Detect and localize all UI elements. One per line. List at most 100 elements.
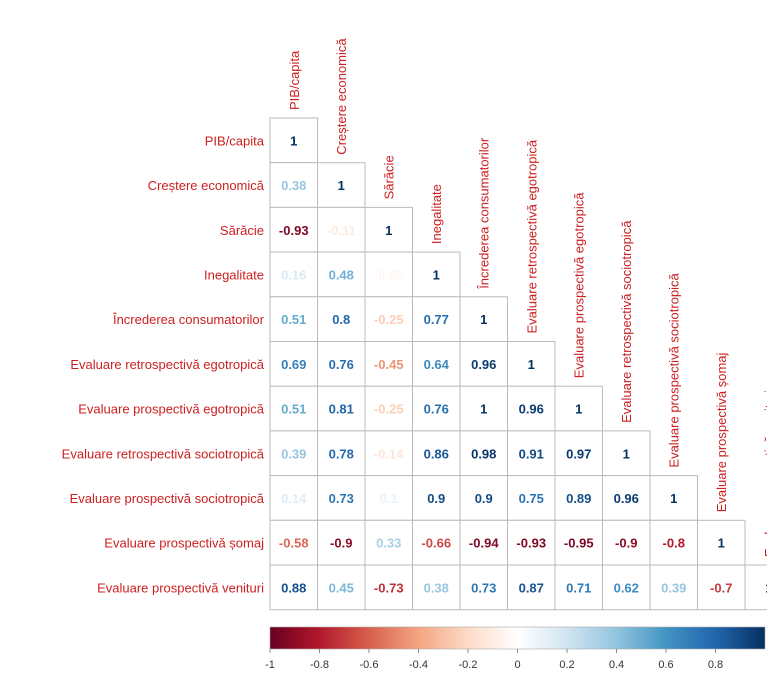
cell-r10-c4: [459, 564, 508, 611]
cell-r8-c5: [507, 475, 556, 521]
row-label-8: Evaluare prospectivă sociotropică: [70, 491, 265, 506]
cell-value-r9-c9: 1: [718, 536, 725, 551]
cell-value-r4-c1: 0.8: [332, 312, 350, 327]
column-label-2: Sărăcie: [382, 155, 397, 199]
column-label-9: Evaluare prospectivă șomaj: [714, 353, 729, 513]
column-label-6: Evaluare prospectivă egotropică: [572, 192, 587, 378]
cell-value-r8-c4: 0.9: [475, 491, 493, 506]
column-label-8: Evaluare prospectivă sociotropică: [667, 272, 682, 467]
cell-r5-c4: [459, 341, 508, 387]
cell-r10-c8: [649, 564, 698, 611]
cell-value-r8-c5: 0.75: [519, 491, 544, 506]
cell-value-r3-c2: -0.05: [374, 267, 404, 282]
cell-r6-c1: [317, 385, 366, 432]
cell-r3-c1: [317, 251, 366, 298]
cell-r9-c4: [459, 519, 508, 566]
cell-r6-c6: [554, 385, 603, 432]
cell-value-r10-c9: -0.7: [710, 580, 732, 595]
cell-r9-c7: [602, 519, 651, 566]
cell-value-r6-c0: 0.51: [281, 402, 306, 417]
colorbar-tick-label-5: 0: [514, 659, 520, 671]
cell-value-r8-c8: 1: [670, 491, 677, 506]
cell-r9-c9: [697, 519, 746, 566]
cell-value-r9-c8: -0.8: [663, 536, 685, 551]
cell-r2-c2: [364, 206, 413, 253]
cell-value-r8-c2: 0.1: [380, 491, 398, 506]
row-label-3: Inegalitate: [204, 267, 264, 282]
cell-value-r7-c0: 0.39: [281, 446, 306, 461]
colorbar-gradient: [269, 626, 766, 650]
row-label-10: Evaluare prospectivă venituri: [97, 580, 264, 595]
cell-value-r10-c7: 0.62: [614, 580, 639, 595]
cell-r9-c1: [317, 519, 366, 566]
row-label-9: Evaluare prospectivă șomaj: [104, 536, 264, 551]
cell-r6-c5: [507, 385, 556, 432]
cell-value-r7-c4: 0.98: [471, 446, 496, 461]
colorbar-tick-label-1: -0.8: [310, 659, 329, 671]
colorbar-tick-label-2: -0.6: [360, 659, 379, 671]
cell-value-r6-c1: 0.81: [329, 402, 354, 417]
row-label-4: Încrederea consumatorilor: [112, 312, 265, 327]
cell-value-r9-c4: -0.94: [469, 536, 499, 551]
colorbar-tick-label-0: -1: [265, 659, 275, 671]
colorbar-tick-label-6: 0.2: [559, 659, 574, 671]
cell-value-r1-c1: 1: [338, 178, 345, 193]
cell-value-r10-c10: 1: [765, 580, 767, 595]
cell-r8-c3: [412, 475, 461, 521]
cell-r5-c3: [412, 341, 461, 387]
cell-value-r3-c0: 0.16: [281, 267, 306, 282]
cell-r7-c0: [269, 430, 318, 477]
cell-r7-c7: [602, 430, 651, 477]
cell-value-r0-c0: 1: [290, 133, 297, 148]
cell-r6-c0: [269, 385, 318, 432]
cell-r9-c3: [412, 519, 461, 566]
cell-r4-c1: [317, 296, 366, 342]
cell-value-r7-c3: 0.86: [424, 446, 449, 461]
cell-r8-c6: [554, 475, 603, 521]
cell-r10-c5: [507, 564, 556, 611]
cell-value-r5-c1: 0.76: [329, 357, 354, 372]
cell-value-r5-c2: -0.45: [374, 357, 404, 372]
cell-value-r10-c8: 0.39: [661, 580, 686, 595]
colorbar: -1 -0.8 -0.6 -0.4 -0.2 0 0.2 0.4 0.6 0.8: [265, 626, 766, 671]
cell-value-r10-c6: 0.71: [566, 580, 591, 595]
cell-value-r9-c1: -0.9: [330, 536, 352, 551]
cell-grid: [269, 117, 767, 611]
cell-r8-c0: [269, 475, 318, 521]
cell-value-r5-c0: 0.69: [281, 357, 306, 372]
cell-value-r3-c1: 0.48: [329, 267, 354, 282]
cell-value-r9-c3: -0.66: [421, 536, 451, 551]
cell-r8-c8: [649, 475, 698, 521]
cell-r10-c6: [554, 564, 603, 611]
cell-value-r10-c2: -0.73: [374, 580, 404, 595]
cell-value-r6-c2: -0.25: [374, 402, 404, 417]
colorbar-tick-label-9: 0.8: [708, 659, 723, 671]
column-label-1: Creștere economică: [334, 38, 349, 155]
column-label-5: Evaluare retrospectivă egotropică: [524, 139, 539, 333]
column-label-7: Evaluare retrospectivă sociotropică: [619, 220, 634, 423]
cell-value-r6-c5: 0.96: [519, 402, 544, 417]
cell-r10-c10: [744, 564, 767, 611]
cell-value-r4-c4: 1: [480, 312, 487, 327]
cell-value-r10-c1: 0.45: [329, 580, 354, 595]
row-label-6: Evaluare prospectivă egotropică: [78, 402, 264, 417]
cell-value-r2-c2: 1: [385, 223, 392, 238]
cell-r10-c1: [317, 564, 366, 611]
cell-value-r5-c3: 0.64: [424, 357, 450, 372]
cell-value-r2-c1: -0.11: [327, 223, 356, 238]
row-label-7: Evaluare retrospectivă sociotropică: [62, 446, 265, 461]
cell-r4-c3: [412, 296, 461, 342]
cell-values: 1 0.38 1 -0.93 -0.11 1 0.16 0.48 -0.05 1 0.51 0.8 -0…: [279, 133, 767, 595]
cell-value-r3-c3: 1: [433, 267, 440, 282]
cell-value-r5-c4: 0.96: [471, 357, 496, 372]
cell-r7-c2: [364, 430, 413, 477]
cell-value-r4-c2: -0.25: [374, 312, 404, 327]
cell-value-r4-c0: 0.51: [281, 312, 306, 327]
cell-value-r6-c4: 1: [480, 402, 487, 417]
cell-value-r8-c7: 0.96: [614, 491, 639, 506]
cell-value-r8-c0: 0.14: [281, 491, 307, 506]
cell-value-r7-c7: 1: [623, 446, 630, 461]
column-label-4: Încrederea consumatorilor: [477, 137, 492, 290]
cell-r9-c0: [269, 519, 318, 566]
